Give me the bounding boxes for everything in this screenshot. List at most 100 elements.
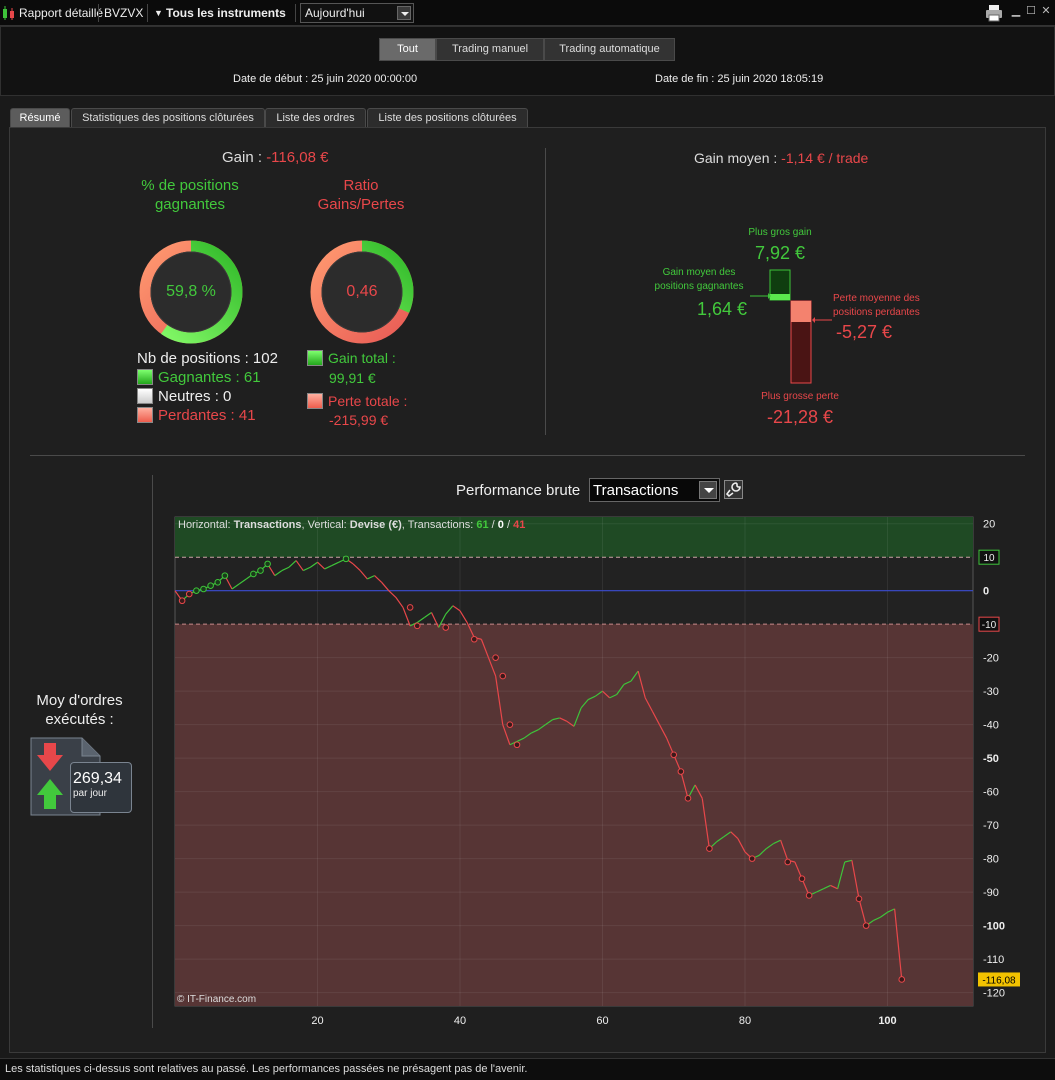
data-point-marker [706, 845, 713, 852]
series-segment [595, 690, 603, 697]
total-gain: Gain total : [307, 350, 396, 366]
series-segment [424, 611, 432, 618]
info-transactions-win: 61 [476, 519, 489, 531]
chevron-down-icon[interactable] [397, 6, 411, 20]
symbol-label[interactable]: BVZVX [104, 6, 144, 20]
chevron-down-icon[interactable]: ▼ [154, 8, 163, 18]
threshold-label: -10 [982, 620, 997, 631]
series-segment [445, 605, 454, 615]
series-segment [359, 570, 368, 580]
series-segment [381, 581, 390, 592]
performance-chart: 200-20-30-40-50-60-70-80-90-100-110-1201… [174, 516, 1020, 1027]
series-segment [523, 732, 532, 739]
data-point-marker [670, 751, 678, 759]
series-segment [658, 724, 668, 739]
series-segment [858, 898, 867, 926]
mode-tab-all[interactable]: Tout [379, 38, 436, 61]
mode-tab-automatic[interactable]: Trading automatique [544, 38, 675, 61]
data-point-marker [250, 570, 257, 578]
green-square-icon [307, 350, 323, 366]
avg-winning-label: Gain moyen des positions gagnantes [644, 266, 754, 294]
tab-closed-positions-stats[interactable]: Statistiques des positions clôturées [71, 108, 265, 127]
chevron-down-icon[interactable] [699, 481, 717, 499]
series-segment [324, 565, 333, 570]
performance-select[interactable]: Transactions [589, 478, 720, 502]
win-rate-value: 59,8 % [166, 283, 216, 300]
series-segment [388, 590, 397, 598]
data-point-marker [342, 555, 350, 563]
series-segment [416, 616, 425, 623]
threshold-label-box [978, 549, 1000, 565]
data-point-marker [200, 585, 207, 593]
detailed-report-button[interactable]: Rapport détaillé [19, 6, 104, 20]
series-segment [395, 597, 404, 608]
chart-info: Horizontal: Transactions, Vertical: Devi… [178, 519, 525, 531]
green-square-icon [137, 369, 153, 385]
y-tick-label: -90 [983, 887, 999, 899]
series-segment [830, 884, 838, 890]
total-loss-label: Perte totale : [328, 393, 408, 409]
tab-closed-positions-list[interactable]: Liste des positions clôturées [367, 108, 528, 127]
print-icon[interactable] [985, 4, 1003, 22]
close-icon[interactable]: ✕ [1041, 5, 1051, 17]
info-horizontal-label: Horizontal: [178, 519, 234, 531]
tab-summary[interactable]: Résumé [10, 108, 70, 127]
y-tick-label: 0 [983, 586, 989, 598]
minimize-icon[interactable]: ▁ [1011, 5, 1021, 17]
gain-value: -116,08 € [266, 149, 329, 166]
series-segment [438, 613, 447, 628]
wrench-icon[interactable] [724, 480, 743, 499]
info-vertical-value: Devise (€) [349, 519, 402, 531]
series-segment [231, 583, 240, 590]
series-segment [430, 612, 440, 628]
series-segment [530, 729, 539, 734]
series-segment [566, 720, 575, 727]
series-segment [452, 605, 461, 612]
data-point-marker [214, 579, 222, 586]
y-tick-label: -120 [983, 988, 1005, 1000]
y-tick-label: 20 [983, 519, 995, 531]
series-segment [616, 684, 625, 695]
data-point-marker [898, 976, 906, 983]
top-toolbar: Rapport détaillé BVZVX ▼ Tous les instru… [0, 0, 1055, 26]
win-rate-arc [139, 240, 243, 344]
avg-losing-label-line1: Perte moyenne des [833, 293, 920, 304]
horizontal-divider [30, 455, 1025, 456]
arrow-right-icon [768, 293, 771, 299]
avg-winning-label-line1: Gain moyen des [662, 267, 736, 278]
tab-orders-list[interactable]: Liste des ordres [265, 108, 366, 127]
series-segment [374, 575, 383, 583]
gain-zone [175, 517, 973, 558]
data-point-marker [492, 654, 499, 661]
maximize-icon[interactable]: ☐ [1026, 5, 1036, 17]
data-point-marker [499, 672, 507, 680]
average-gain: Gain moyen : -1,14 € / trade [694, 150, 868, 166]
series-segment [274, 570, 283, 577]
series-segment [466, 622, 475, 638]
series-segment [766, 843, 774, 850]
vertical-divider [545, 148, 546, 435]
data-point-marker [677, 768, 685, 775]
series-segment [737, 838, 746, 853]
series-segment [637, 670, 646, 699]
data-point-marker [264, 560, 271, 568]
y-tick-label: -50 [983, 753, 999, 765]
series-segment [302, 566, 311, 572]
instruments-selector[interactable]: Tous les instruments [166, 6, 286, 20]
series-segment [701, 798, 710, 849]
profit-loss-ratio-title: Ratio Gains/Pertes [317, 177, 405, 213]
y-tick-label: -70 [983, 820, 999, 832]
mode-tab-manual[interactable]: Trading manuel [436, 38, 544, 61]
series-segment [602, 690, 611, 699]
y-tick-label: -60 [983, 787, 999, 799]
data-point-marker [207, 582, 214, 589]
data-point-marker [470, 635, 478, 643]
data-point-marker [406, 604, 414, 611]
info-transactions-label: , Transactions: [401, 519, 477, 531]
series-segment [894, 908, 903, 980]
gain-summary: Gain : -116,08 € [222, 149, 328, 166]
period-dropdown[interactable]: Aujourd'hui [300, 3, 414, 23]
series-segment [545, 719, 553, 726]
losing-positions: Perdantes : 41 [137, 407, 256, 424]
data-point-marker [748, 855, 756, 862]
